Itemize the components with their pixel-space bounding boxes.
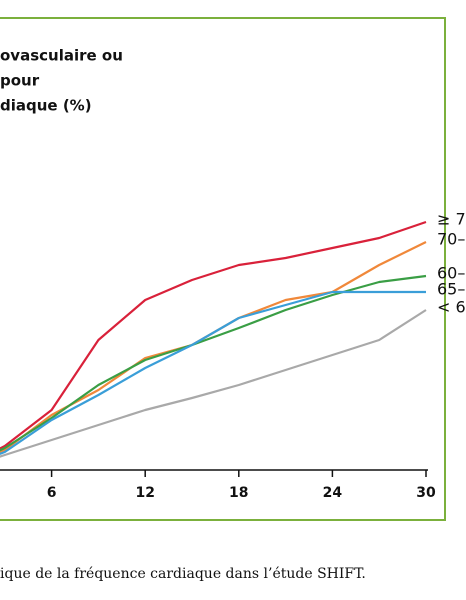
- frame: [0, 17, 446, 521]
- title-line: ovasculaire ou: [0, 47, 123, 65]
- x-tick-label: 18: [229, 485, 248, 501]
- title-line: pour: [0, 72, 40, 90]
- legend-label: 70–: [437, 230, 465, 249]
- x-tick-label: 30: [416, 485, 436, 501]
- x-tick-label: 12: [135, 485, 154, 501]
- legend-label: 60–: [437, 264, 465, 283]
- series-line: [0, 220, 427, 450]
- x-tick-label: 6: [47, 485, 57, 501]
- x-tick-label: 24: [323, 485, 343, 501]
- series-line: [0, 290, 426, 456]
- title-line: diaque (%): [0, 97, 92, 115]
- caption: ique de la fréquence cardiaque dans l’ét…: [0, 566, 366, 582]
- legend-label: < 6: [437, 298, 466, 317]
- series-line: [0, 309, 427, 458]
- legend-label: ≥ 75: [437, 210, 466, 229]
- series-line: [0, 274, 427, 452]
- legend-label: 65–: [437, 280, 465, 299]
